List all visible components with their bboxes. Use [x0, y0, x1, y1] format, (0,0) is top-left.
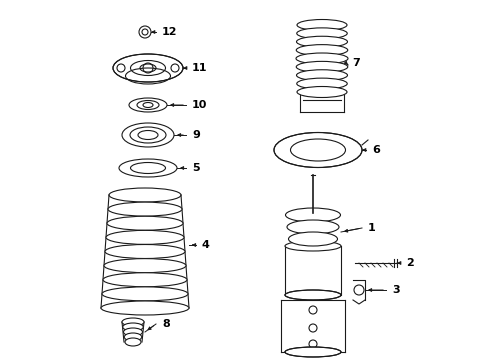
Ellipse shape [123, 328, 142, 336]
Text: 7: 7 [351, 58, 359, 68]
Ellipse shape [296, 19, 346, 31]
Ellipse shape [295, 53, 347, 64]
Ellipse shape [296, 36, 347, 47]
Ellipse shape [296, 70, 347, 81]
Text: 5: 5 [192, 163, 199, 173]
Ellipse shape [125, 338, 141, 346]
Text: 6: 6 [371, 145, 379, 155]
Ellipse shape [296, 78, 346, 89]
Text: 11: 11 [192, 63, 207, 73]
Ellipse shape [106, 230, 183, 244]
Ellipse shape [102, 287, 187, 301]
Ellipse shape [122, 323, 143, 331]
Circle shape [308, 324, 316, 332]
Ellipse shape [113, 54, 183, 82]
Text: 2: 2 [405, 258, 413, 268]
Text: 1: 1 [367, 223, 375, 233]
Ellipse shape [124, 333, 142, 341]
Text: 10: 10 [192, 100, 207, 110]
Text: 3: 3 [391, 285, 399, 295]
Ellipse shape [122, 318, 143, 326]
Ellipse shape [273, 132, 361, 167]
Ellipse shape [285, 290, 340, 300]
Text: 9: 9 [192, 130, 200, 140]
Text: 12: 12 [162, 27, 177, 37]
Ellipse shape [107, 216, 183, 230]
Text: 8: 8 [162, 319, 169, 329]
Ellipse shape [296, 86, 346, 98]
Ellipse shape [108, 202, 182, 216]
Ellipse shape [296, 28, 346, 39]
Ellipse shape [103, 273, 186, 287]
Circle shape [308, 340, 316, 348]
Circle shape [308, 306, 316, 314]
Text: 4: 4 [202, 240, 209, 250]
Ellipse shape [101, 301, 189, 315]
Ellipse shape [285, 241, 340, 251]
Ellipse shape [288, 232, 337, 246]
Ellipse shape [109, 188, 181, 202]
Ellipse shape [285, 347, 340, 357]
Ellipse shape [104, 258, 185, 273]
Ellipse shape [296, 45, 347, 56]
Ellipse shape [286, 220, 338, 234]
Ellipse shape [296, 61, 347, 72]
Ellipse shape [105, 244, 184, 258]
Ellipse shape [285, 208, 340, 222]
